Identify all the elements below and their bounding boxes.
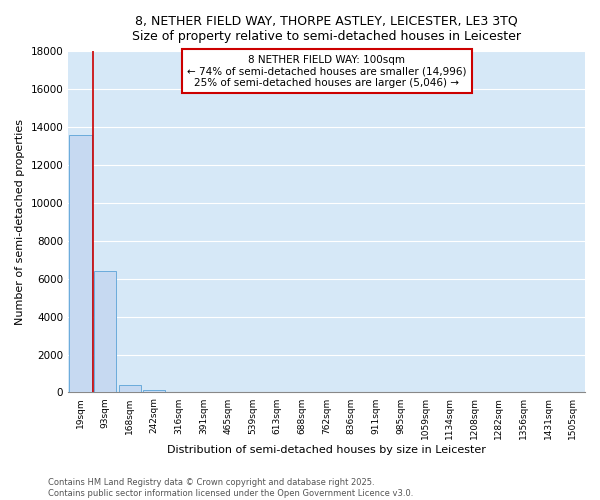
Text: 8 NETHER FIELD WAY: 100sqm
← 74% of semi-detached houses are smaller (14,996)
25: 8 NETHER FIELD WAY: 100sqm ← 74% of semi… — [187, 54, 466, 88]
Bar — [119, 385, 141, 392]
X-axis label: Distribution of semi-detached houses by size in Leicester: Distribution of semi-detached houses by … — [167, 445, 486, 455]
Bar — [94, 271, 116, 392]
Bar — [143, 390, 166, 392]
Title: 8, NETHER FIELD WAY, THORPE ASTLEY, LEICESTER, LE3 3TQ
Size of property relative: 8, NETHER FIELD WAY, THORPE ASTLEY, LEIC… — [132, 15, 521, 43]
Y-axis label: Number of semi-detached properties: Number of semi-detached properties — [15, 119, 25, 325]
Text: Contains HM Land Registry data © Crown copyright and database right 2025.
Contai: Contains HM Land Registry data © Crown c… — [48, 478, 413, 498]
Bar — [70, 136, 92, 392]
